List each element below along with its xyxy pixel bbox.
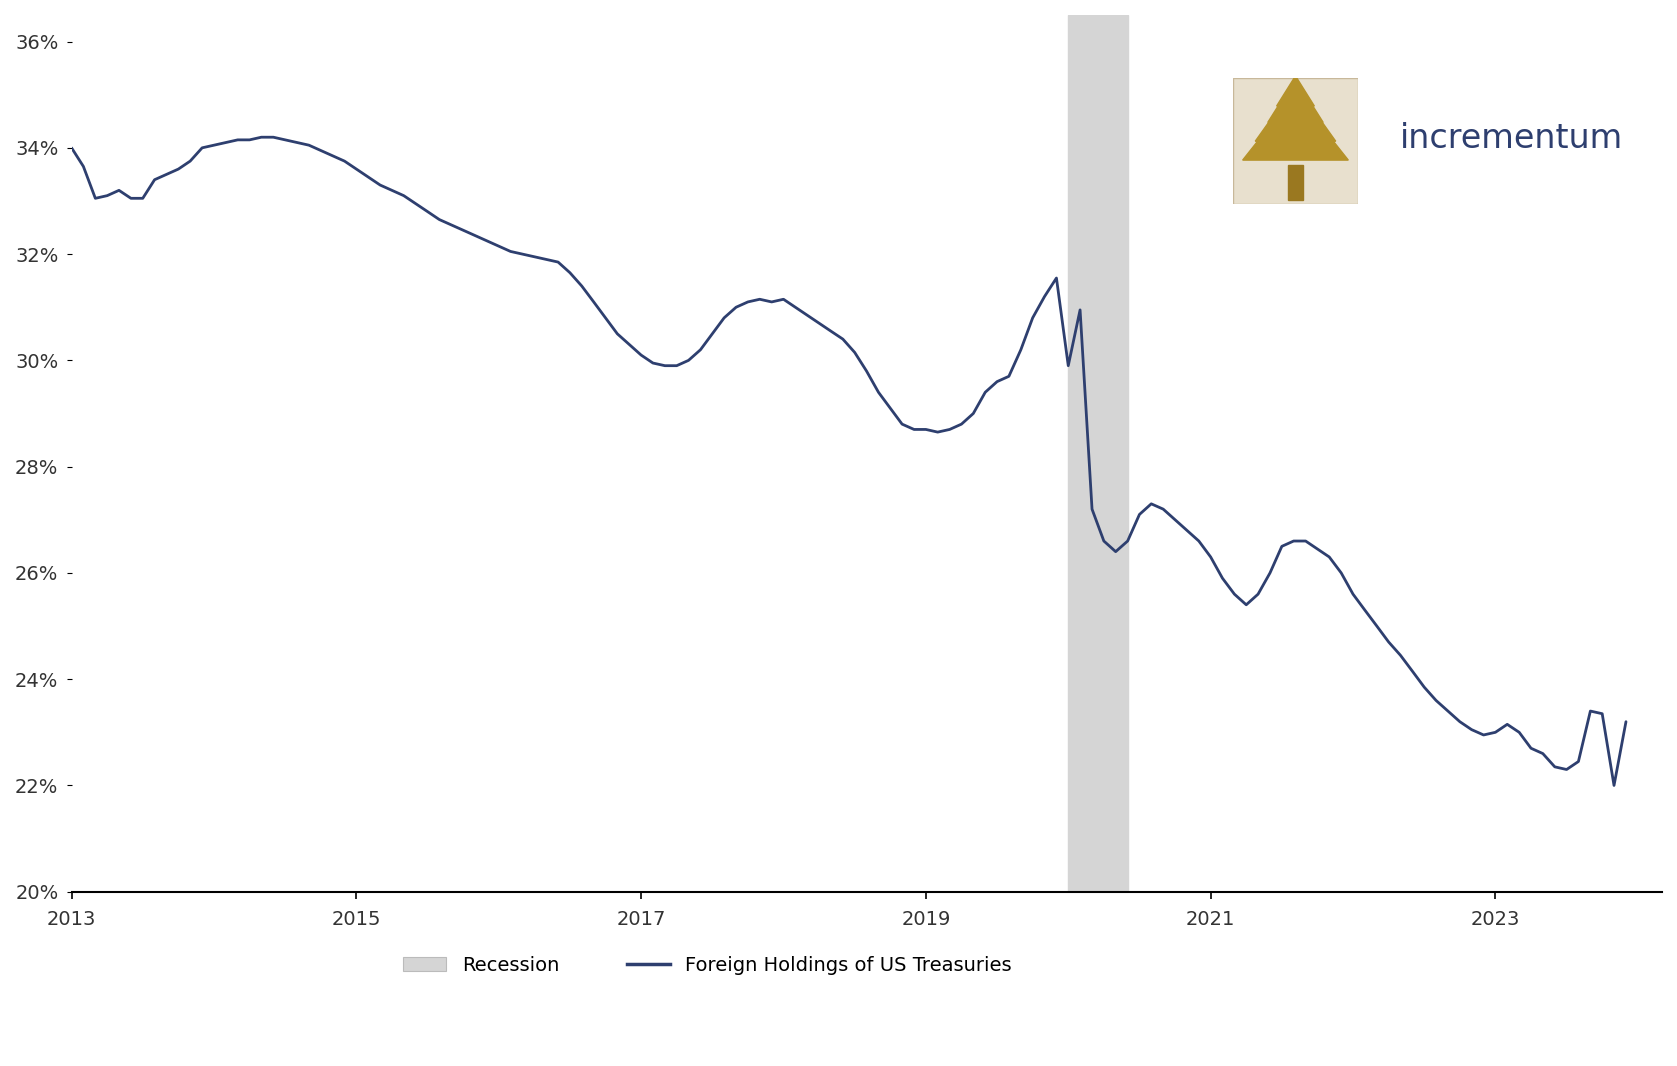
- Bar: [1288, 165, 1303, 200]
- FancyBboxPatch shape: [1233, 79, 1358, 204]
- Polygon shape: [1243, 94, 1348, 160]
- Polygon shape: [1268, 79, 1323, 123]
- Bar: [1068, 15, 1127, 891]
- Polygon shape: [1254, 84, 1335, 141]
- Legend: Recession, Foreign Holdings of US Treasuries: Recession, Foreign Holdings of US Treasu…: [396, 949, 1020, 983]
- Text: incrementum: incrementum: [1400, 123, 1623, 155]
- Polygon shape: [1276, 76, 1315, 106]
